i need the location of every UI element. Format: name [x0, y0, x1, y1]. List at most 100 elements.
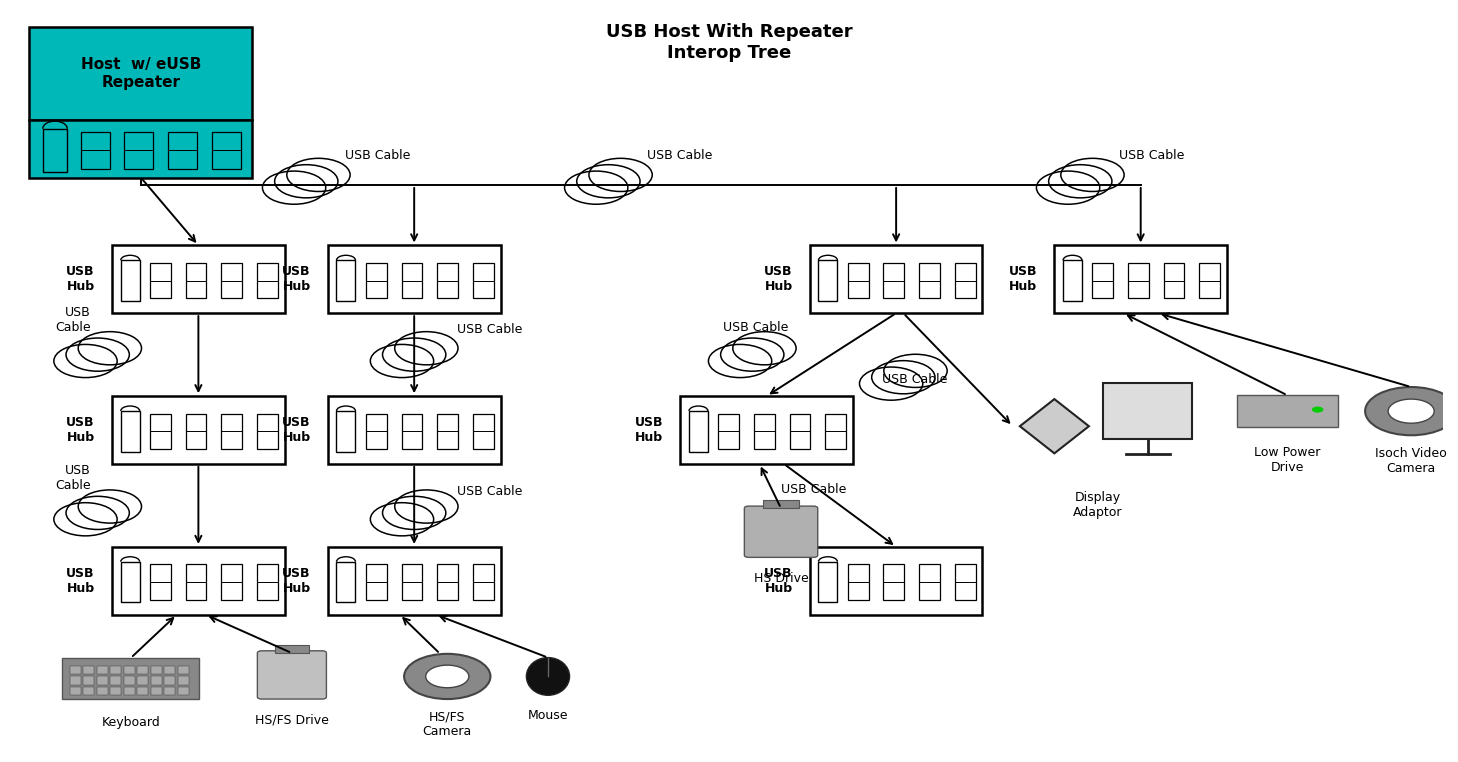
- Bar: [1054, 245, 1228, 313]
- Bar: [437, 565, 458, 600]
- Text: USB
Hub: USB Hub: [1009, 265, 1037, 293]
- Text: HS/FS Drive: HS/FS Drive: [255, 713, 330, 726]
- Bar: [80, 132, 109, 169]
- Bar: [1163, 263, 1184, 298]
- Bar: [884, 565, 904, 600]
- Text: USB
Hub: USB Hub: [66, 265, 95, 293]
- Bar: [178, 687, 188, 695]
- Bar: [165, 666, 175, 674]
- Bar: [121, 562, 140, 603]
- Bar: [124, 132, 153, 169]
- Bar: [809, 547, 983, 615]
- FancyBboxPatch shape: [258, 651, 327, 699]
- Bar: [690, 411, 709, 452]
- Bar: [96, 666, 108, 674]
- Text: Keyboard: Keyboard: [102, 716, 160, 729]
- Text: USB
Cable: USB Cable: [55, 464, 90, 491]
- Bar: [83, 687, 95, 695]
- Text: USB
Hub: USB Hub: [66, 567, 95, 594]
- Bar: [111, 687, 121, 695]
- Bar: [112, 396, 284, 464]
- Bar: [29, 27, 252, 120]
- Text: HS Drive: HS Drive: [754, 572, 808, 584]
- Bar: [178, 677, 188, 684]
- Bar: [124, 687, 134, 695]
- Text: USB Cable: USB Cable: [723, 321, 789, 334]
- Text: USB
Hub: USB Hub: [281, 265, 311, 293]
- Bar: [112, 547, 284, 615]
- Bar: [96, 687, 108, 695]
- Bar: [754, 414, 774, 449]
- Bar: [809, 245, 983, 313]
- Bar: [401, 565, 423, 600]
- Polygon shape: [1019, 399, 1089, 453]
- Circle shape: [426, 665, 469, 688]
- Bar: [42, 129, 67, 171]
- Bar: [328, 547, 500, 615]
- Text: Isoch Video
Camera: Isoch Video Camera: [1375, 447, 1446, 475]
- Bar: [29, 120, 252, 178]
- Bar: [137, 687, 149, 695]
- Bar: [83, 677, 95, 684]
- Bar: [121, 411, 140, 452]
- Text: USB Cable: USB Cable: [458, 485, 523, 498]
- Bar: [847, 263, 869, 298]
- Bar: [955, 263, 975, 298]
- Bar: [437, 414, 458, 449]
- Text: USB
Hub: USB Hub: [764, 265, 793, 293]
- Bar: [401, 414, 423, 449]
- Bar: [1200, 263, 1220, 298]
- Bar: [150, 414, 171, 449]
- Circle shape: [1312, 407, 1324, 412]
- Bar: [165, 677, 175, 684]
- Bar: [847, 565, 869, 600]
- Bar: [257, 263, 278, 298]
- Bar: [790, 414, 811, 449]
- Circle shape: [1365, 387, 1457, 435]
- Bar: [185, 565, 207, 600]
- Bar: [168, 132, 197, 169]
- Bar: [150, 666, 162, 674]
- Text: USB Cable: USB Cable: [1120, 149, 1184, 162]
- Bar: [222, 565, 242, 600]
- Bar: [719, 414, 739, 449]
- Text: USB Host With Repeater
Interop Tree: USB Host With Repeater Interop Tree: [605, 23, 853, 62]
- Text: USB Cable: USB Cable: [882, 373, 948, 386]
- Bar: [70, 677, 80, 684]
- Bar: [437, 263, 458, 298]
- Bar: [257, 565, 278, 600]
- Bar: [328, 245, 500, 313]
- Bar: [150, 687, 162, 695]
- Bar: [121, 261, 140, 301]
- Bar: [150, 677, 162, 684]
- Text: USB Cable: USB Cable: [458, 323, 523, 336]
- Bar: [919, 263, 940, 298]
- Bar: [919, 565, 940, 600]
- Bar: [276, 645, 309, 653]
- Bar: [222, 414, 242, 449]
- Bar: [83, 666, 95, 674]
- Bar: [137, 666, 149, 674]
- Bar: [178, 666, 188, 674]
- Bar: [1092, 263, 1112, 298]
- Bar: [185, 263, 207, 298]
- Text: USB Cable: USB Cable: [346, 149, 411, 162]
- Bar: [818, 562, 837, 603]
- Bar: [681, 396, 853, 464]
- Text: USB Cable: USB Cable: [781, 483, 847, 496]
- Bar: [401, 263, 423, 298]
- Bar: [825, 414, 846, 449]
- Bar: [111, 666, 121, 674]
- Circle shape: [1388, 399, 1435, 423]
- Bar: [337, 261, 356, 301]
- Ellipse shape: [526, 658, 570, 695]
- Bar: [150, 565, 171, 600]
- FancyBboxPatch shape: [745, 506, 818, 557]
- Bar: [337, 562, 356, 603]
- Bar: [112, 245, 284, 313]
- Bar: [257, 414, 278, 449]
- Bar: [111, 677, 121, 684]
- Bar: [472, 414, 494, 449]
- Bar: [763, 500, 799, 508]
- Bar: [96, 677, 108, 684]
